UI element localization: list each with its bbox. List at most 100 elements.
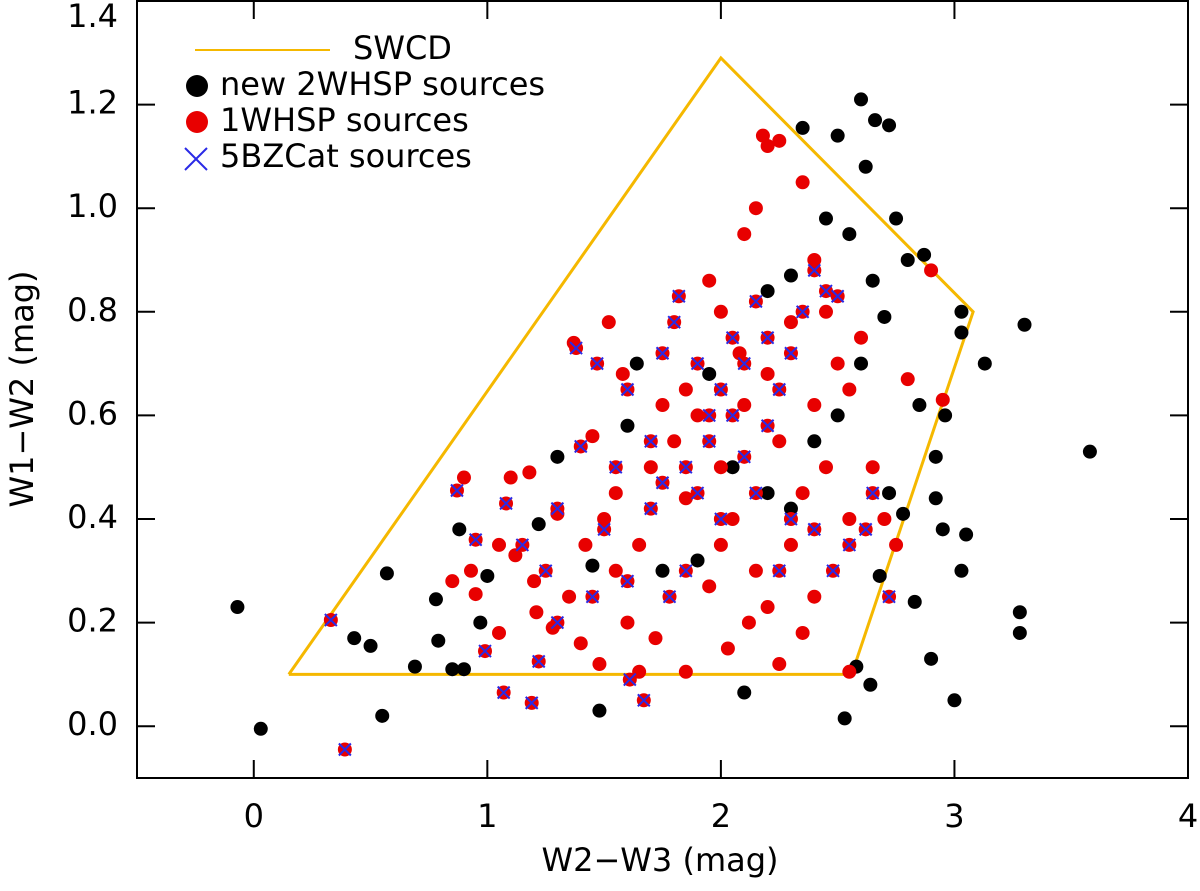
legend-label: 5BZCat sources — [220, 137, 472, 175]
point — [379, 566, 394, 581]
point — [407, 659, 422, 674]
point — [480, 568, 495, 583]
point — [1012, 625, 1027, 640]
point — [713, 304, 728, 319]
cross — [655, 346, 670, 360]
y-tick-label: 1.0 — [67, 187, 118, 225]
point — [760, 284, 775, 299]
point — [608, 563, 623, 578]
legend-label: 1WHSP sources — [220, 101, 469, 139]
point — [795, 625, 810, 640]
x-tick-label: 3 — [944, 797, 964, 835]
point — [597, 512, 612, 526]
cross — [842, 538, 857, 552]
cross — [679, 460, 693, 474]
point — [818, 460, 833, 475]
point — [889, 211, 904, 226]
point — [713, 537, 728, 552]
cross — [714, 512, 728, 526]
cross — [667, 315, 681, 329]
cross — [515, 538, 530, 552]
y-tick-label: 0.4 — [67, 498, 118, 536]
cross — [784, 346, 798, 360]
point — [830, 408, 845, 423]
point — [375, 708, 390, 723]
cross — [597, 522, 611, 537]
point — [938, 408, 953, 423]
point — [795, 486, 810, 501]
cross — [623, 672, 637, 687]
point — [842, 512, 857, 526]
cross — [468, 533, 483, 547]
point — [837, 711, 852, 726]
point — [830, 128, 845, 143]
point — [907, 594, 922, 609]
point — [585, 429, 600, 444]
cross — [679, 564, 693, 578]
y-axis-label: W1−W2 (mag) — [3, 270, 41, 507]
point — [959, 527, 974, 542]
cross — [655, 476, 670, 490]
point — [445, 574, 460, 589]
point — [608, 486, 623, 501]
point — [924, 263, 939, 278]
cross — [590, 356, 604, 371]
point — [928, 449, 943, 464]
cross — [830, 289, 845, 303]
point — [854, 92, 869, 107]
point — [445, 662, 460, 677]
point — [468, 587, 483, 602]
cross — [858, 522, 873, 537]
cross — [865, 486, 880, 500]
point — [531, 517, 546, 532]
point — [620, 615, 635, 630]
point — [463, 563, 478, 578]
point — [1017, 317, 1032, 332]
y-tick-label: 0.0 — [67, 705, 118, 743]
point — [690, 553, 705, 568]
point — [456, 470, 471, 485]
point — [900, 253, 915, 267]
point — [807, 589, 822, 604]
point — [347, 631, 362, 646]
legend-label: SWCD — [353, 29, 452, 67]
cross — [525, 696, 539, 710]
legend-label: new 2WHSP sources — [220, 65, 545, 103]
cross — [324, 613, 338, 627]
point — [456, 662, 471, 677]
point — [737, 685, 752, 700]
point — [527, 574, 542, 589]
cross — [690, 356, 705, 371]
x-tick-label: 2 — [711, 797, 731, 835]
cross — [702, 408, 716, 423]
point — [592, 657, 607, 672]
point — [452, 522, 467, 537]
point — [737, 227, 752, 242]
point — [818, 304, 833, 319]
point — [935, 392, 950, 407]
point — [917, 247, 932, 262]
cross — [725, 330, 740, 345]
point — [863, 677, 878, 692]
cross — [807, 263, 822, 278]
point — [783, 501, 798, 516]
cross — [620, 574, 635, 588]
cross — [882, 589, 896, 604]
y-tick-label: 0.2 — [67, 602, 118, 640]
legend-swatch — [184, 147, 208, 171]
point — [854, 330, 869, 345]
point — [935, 522, 950, 537]
point — [592, 703, 607, 718]
point — [428, 592, 443, 607]
legend-swatch — [186, 111, 208, 133]
point — [865, 460, 880, 475]
point — [678, 491, 693, 506]
cross — [620, 382, 635, 397]
point — [755, 128, 770, 143]
point — [573, 636, 588, 651]
point — [741, 615, 756, 630]
point — [872, 568, 887, 583]
cross — [550, 615, 565, 630]
cross — [478, 644, 492, 658]
point — [842, 664, 857, 679]
